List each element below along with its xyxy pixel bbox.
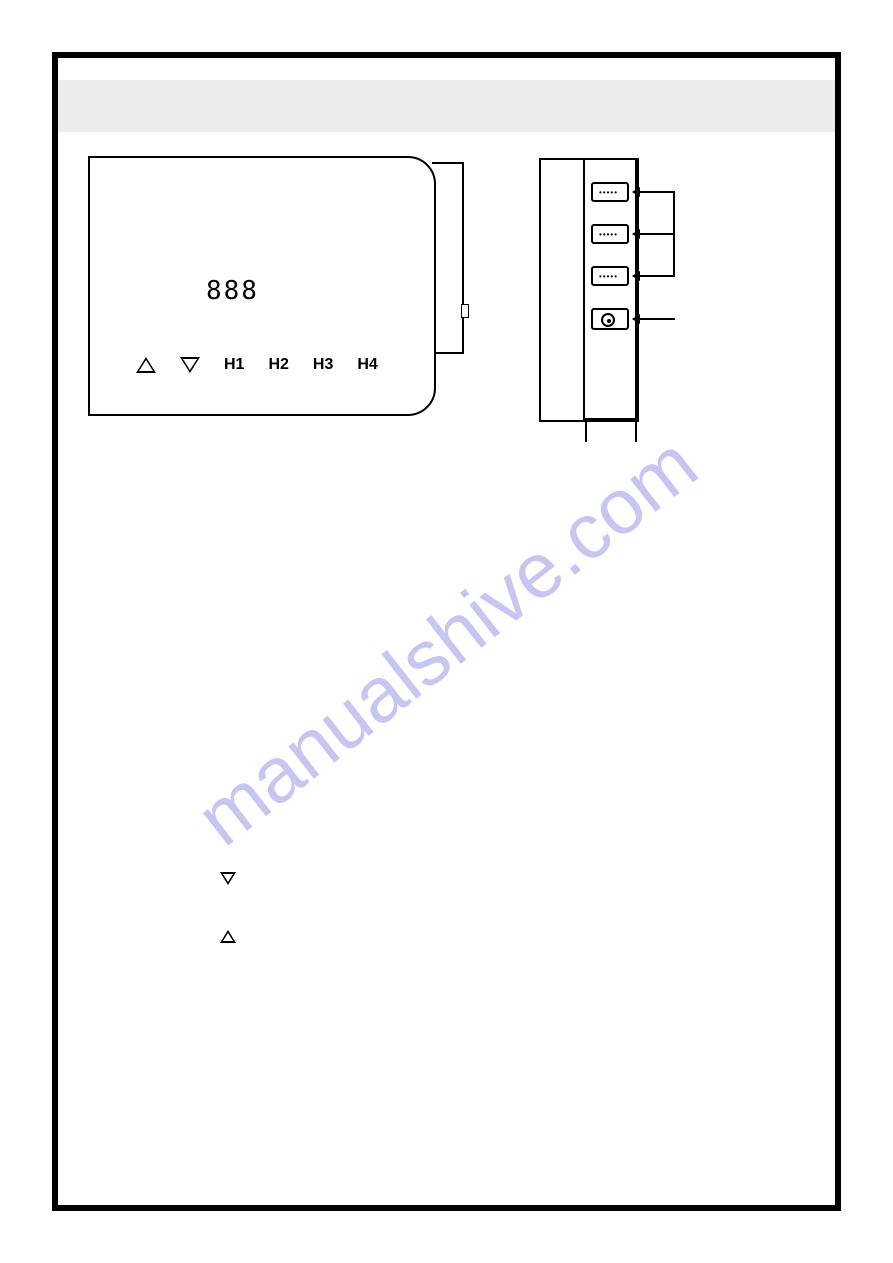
front-notch	[461, 304, 469, 318]
callout-arrow-port1	[633, 191, 675, 193]
page-frame: manualshive.com 888 H1 H2 H3 H4 ••••• ••…	[52, 52, 841, 1211]
callout-arrow-port2	[633, 233, 675, 235]
dim-line-2	[635, 420, 637, 442]
down-arrow-icon	[220, 872, 236, 885]
header-band	[58, 80, 835, 132]
watermark: manualshive.com	[179, 418, 713, 863]
h4-button-label: H4	[357, 356, 377, 374]
up-arrow-icon	[220, 930, 236, 943]
dim-line-1	[585, 420, 587, 442]
front-extension	[432, 162, 464, 354]
power-port	[591, 308, 629, 330]
h3-button-label: H3	[313, 356, 333, 374]
callout-bracket	[673, 191, 675, 277]
inline-up-arrow	[220, 928, 236, 946]
h1-button-label: H1	[224, 356, 244, 374]
seven-segment-display: 888	[206, 276, 259, 306]
callout-arrow-power	[633, 318, 675, 320]
inline-down-arrow	[220, 870, 236, 888]
handset-port-3: •••••	[591, 266, 629, 286]
handset-port-1: •••••	[591, 182, 629, 202]
controller-front-diagram: 888 H1 H2 H3 H4	[88, 156, 466, 416]
down-arrow-icon	[180, 357, 200, 373]
h2-button-label: H2	[268, 356, 288, 374]
callout-arrow-port3	[633, 275, 675, 277]
handset-port-2: •••••	[591, 224, 629, 244]
front-body	[88, 156, 436, 416]
up-arrow-icon	[136, 357, 156, 373]
controller-side-diagram: ••••• ••••• •••••	[539, 158, 641, 426]
front-button-row: H1 H2 H3 H4	[136, 356, 378, 374]
